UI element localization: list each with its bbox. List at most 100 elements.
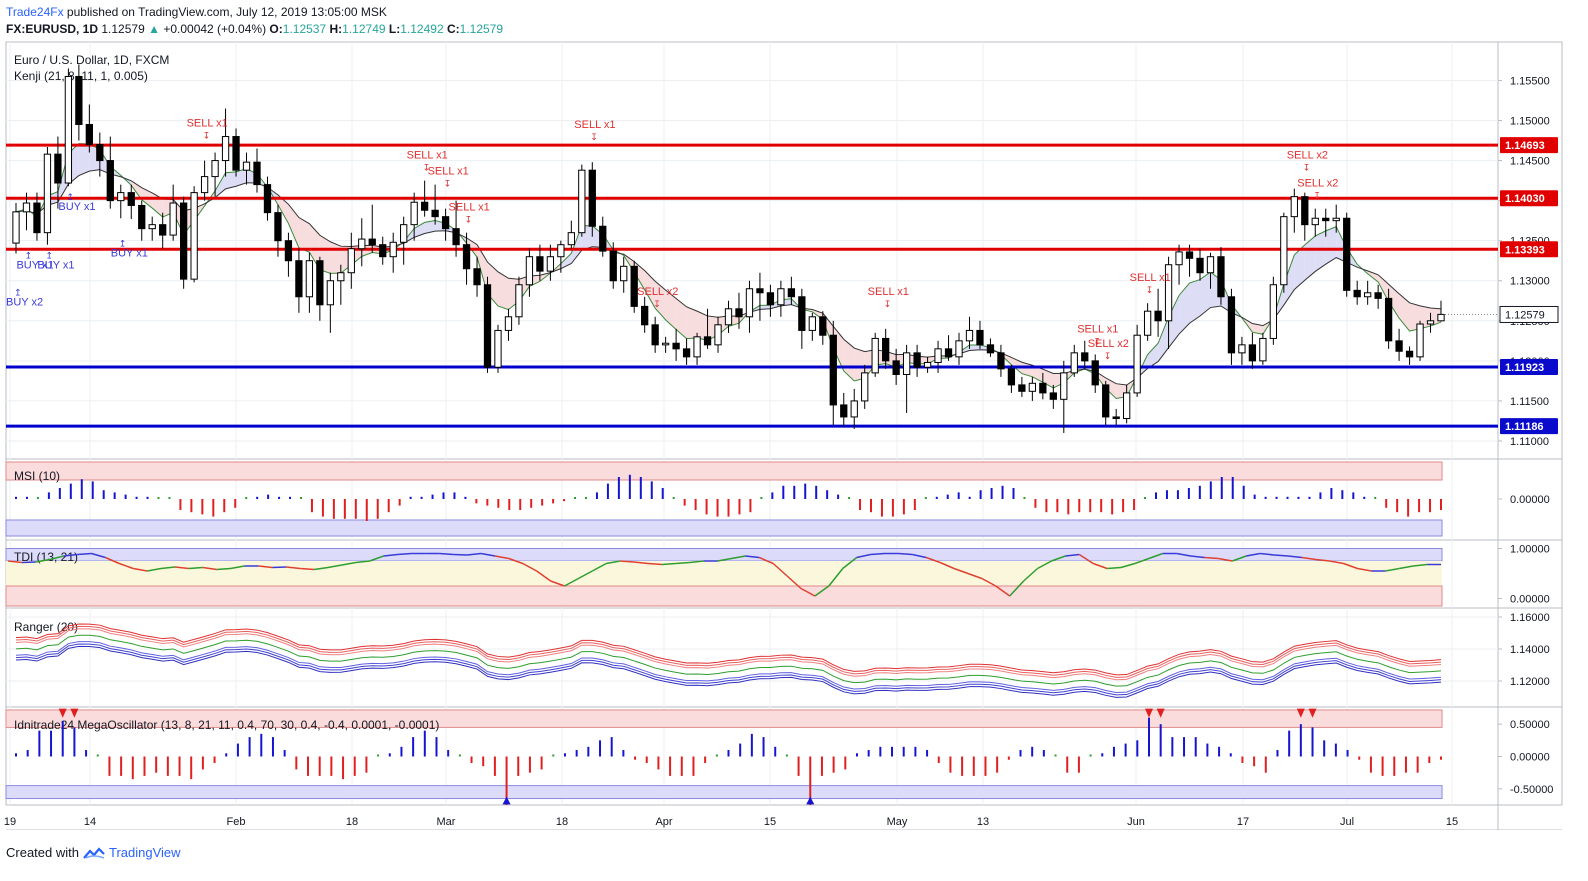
candle: [682, 338, 691, 365]
sell-arrow-icon: ↧: [203, 131, 211, 141]
candle: [295, 248, 303, 313]
price-tick-label: 1.14500: [1510, 156, 1550, 168]
kenji-band-fill: [1179, 283, 1190, 335]
tdi-line-segment: [1329, 560, 1344, 565]
ranger-band-line: [15, 645, 1442, 698]
kenji-band-fill: [215, 172, 226, 198]
candle-body: [242, 161, 251, 171]
candle-body: [1332, 217, 1340, 222]
candle: [96, 132, 104, 177]
candle-body: [609, 250, 617, 282]
candle-body: [1437, 313, 1445, 322]
kenji-band-fill: [225, 171, 237, 189]
tdi-line-segment: [828, 568, 844, 587]
candle-body: [703, 336, 712, 346]
tdi-line-segment: [745, 555, 760, 559]
candle: [483, 276, 492, 373]
sell-arrow-icon: ↧: [590, 132, 598, 142]
candle: [1384, 288, 1393, 349]
sell-arrow-icon: ↧: [1104, 351, 1112, 361]
candle: [148, 216, 156, 241]
tdi-line-segment: [1357, 567, 1372, 572]
candle-body: [724, 308, 733, 326]
tdi-line-segment: [133, 567, 148, 572]
change-up-icon: ▲: [148, 22, 160, 36]
candle-body: [200, 176, 209, 194]
kenji-band-fill: [414, 222, 425, 238]
candle-body: [358, 238, 366, 250]
candle: [138, 200, 146, 241]
tdi-line-segment: [355, 560, 370, 564]
ranger-band-line: [15, 641, 1442, 694]
buy-signal-label: BUY x2: [6, 297, 43, 309]
candle-body: [337, 272, 345, 282]
candle: [1426, 312, 1435, 333]
mega-sell-marker-icon: [1296, 708, 1305, 718]
candle: [1164, 256, 1173, 349]
candle-body: [630, 265, 638, 307]
candle: [263, 176, 272, 221]
candle: [850, 388, 858, 429]
candle-body: [1301, 196, 1309, 226]
level-badge-label: 1.11923: [1505, 362, 1544, 374]
candle-body: [1353, 289, 1361, 298]
tdi-line-segment: [146, 567, 162, 572]
candle-body: [1290, 196, 1298, 218]
candle-body: [902, 352, 911, 375]
candle-body: [1060, 372, 1068, 400]
candle: [1102, 380, 1110, 425]
candle-body: [840, 404, 848, 418]
tradingview-link[interactable]: TradingView: [108, 845, 181, 860]
candle: [1280, 212, 1288, 293]
tdi-line-segment: [1107, 566, 1122, 570]
msi-title: MSI (10): [14, 469, 60, 483]
time-tick-label: Feb: [227, 816, 246, 828]
tdi-line-segment: [1260, 552, 1275, 556]
candle: [159, 212, 167, 249]
candle-body: [923, 361, 932, 368]
tdi-line-segment: [912, 553, 927, 559]
candle-body: [75, 75, 83, 126]
candle-body: [986, 344, 995, 354]
time-tick-label: Jul: [1340, 816, 1354, 828]
candle: [515, 276, 523, 325]
candle: [494, 324, 502, 373]
candle-body: [379, 244, 387, 258]
time-tick-label: 14: [84, 816, 96, 828]
candle-body: [400, 224, 408, 243]
publisher-name[interactable]: Trade24Fx: [6, 5, 64, 19]
candle-body: [976, 329, 984, 346]
candle-body: [651, 324, 659, 346]
candle-body: [316, 260, 324, 306]
time-tick-label: 17: [1237, 816, 1249, 828]
tdi-line-segment: [647, 562, 662, 566]
candle: [1332, 204, 1340, 233]
candle-body: [1206, 256, 1215, 274]
candle: [190, 186, 198, 283]
last-price-badge: [1499, 305, 1559, 323]
tdi-line-segment: [995, 585, 1011, 597]
candle-body: [882, 337, 890, 362]
candle: [777, 280, 785, 317]
candle-body: [829, 334, 837, 406]
candle: [305, 252, 314, 313]
sell-arrow-icon: ↧: [423, 163, 431, 173]
kenji-band-fill: [1388, 284, 1400, 319]
candle: [756, 272, 764, 321]
buy-signal-label: BUY x1: [58, 201, 95, 213]
tdi-line-segment: [606, 560, 621, 565]
close-label: C:: [446, 22, 460, 36]
msi-lower-zone: [5, 519, 1443, 537]
candle-body: [661, 342, 670, 346]
candle-body: [756, 288, 764, 294]
candle: [368, 204, 376, 253]
candle: [902, 344, 911, 413]
kenji-band-fill: [424, 220, 436, 234]
candle-body: [934, 348, 942, 363]
kenji-band-fill: [466, 237, 478, 258]
tdi-line-segment: [842, 556, 858, 570]
kenji-band-fill: [843, 339, 855, 381]
price-tick-label: 1.11500: [1510, 396, 1549, 408]
chart-canvas[interactable]: 19 14 Feb 18 Mar 18 Apr 15 May 13 Jun 17 Jul 15 1.1550…: [0, 40, 1588, 830]
kenji-band-fill: [969, 344, 980, 351]
